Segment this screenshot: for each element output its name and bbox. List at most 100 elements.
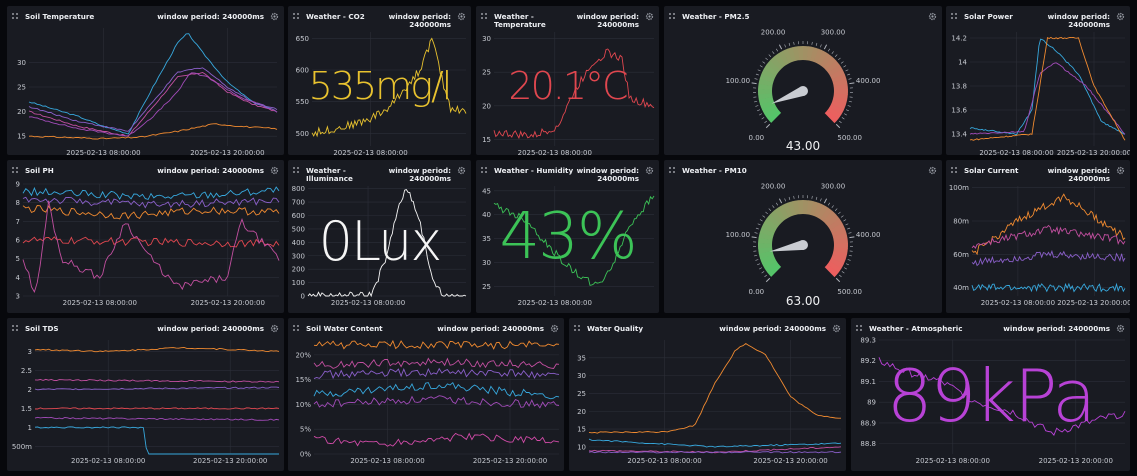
panel-water-quality[interactable]: Water Quality window period: 240000ms 10… (569, 318, 846, 471)
gear-icon[interactable] (550, 324, 559, 333)
gauge-tick (772, 205, 775, 209)
gauge-band (782, 48, 793, 64)
panel-header[interactable]: Soil Temperature window period: 240000ms (7, 6, 284, 28)
drag-handle-icon[interactable] (856, 325, 864, 333)
gauge-tick (823, 198, 828, 204)
drag-handle-icon[interactable] (574, 325, 582, 333)
panel-title: Weather - PM10 (682, 166, 747, 175)
gear-icon[interactable] (645, 12, 654, 21)
panel-weather-temperature[interactable]: Weather - Temperature window period: 24000… (476, 6, 659, 155)
y-tick-label: 15 (17, 133, 26, 141)
y-tick-label: 25 (17, 84, 26, 92)
drag-handle-icon[interactable] (293, 13, 301, 21)
panel-weather-co2[interactable]: Weather - CO2 window period: 240000ms 500… (288, 6, 471, 155)
gauge-band (759, 227, 775, 237)
line-chart: 0% 5% 10% 15% 20% 2025-02-13 08:00:00 2025-02-… (295, 339, 560, 465)
y-tick-label: 20% (295, 351, 311, 359)
panel-header[interactable]: Soil Water Content window period: 240000… (288, 318, 564, 340)
gauge-tick (754, 78, 758, 80)
gauge-band (816, 50, 829, 66)
drag-handle-icon[interactable] (481, 167, 489, 175)
y-tick-label: 40 (482, 211, 491, 219)
gear-icon[interactable] (1116, 166, 1125, 175)
gauge-band (758, 232, 774, 241)
drag-handle-icon[interactable] (951, 167, 959, 175)
gauge-needle (771, 86, 805, 104)
gear-icon[interactable] (270, 12, 279, 21)
y-tick-label: 7 (16, 218, 20, 226)
window-line-1: window period: (576, 166, 639, 175)
gauge-tick (757, 223, 761, 226)
panel-header[interactable]: Soil TDS window period: 240000ms (7, 318, 284, 340)
gear-icon[interactable] (645, 166, 654, 175)
panel-soil-ph[interactable]: Soil PH window period: 240000ms 3 4 5 6 7 8 9 2… (7, 160, 284, 313)
drag-handle-icon[interactable] (951, 13, 959, 21)
x-tick-label: 2025-02-13 08:00:00 (66, 149, 140, 155)
gear-icon[interactable] (457, 166, 466, 175)
panel-solar-power[interactable]: Solar Power window period: 240000ms 13.4 1… (946, 6, 1130, 155)
x-tick-label: 2025-02-13 08:00:00 (518, 299, 592, 307)
panel-weather-pm10[interactable]: Weather - PM10 0.00 100.00 200.00 300.00 400… (664, 160, 942, 313)
window-line-2: 240000ms (1068, 20, 1110, 29)
panel-header[interactable]: Weather - Temperature window period: 24000… (476, 6, 659, 29)
gear-icon[interactable] (270, 324, 279, 333)
drag-handle-icon[interactable] (481, 13, 489, 21)
gauge-tick (764, 120, 767, 124)
gauge-label: 100.00 (726, 231, 751, 239)
gauge-label: 400.00 (856, 77, 881, 85)
panel-header[interactable]: Water Quality window period: 240000ms (569, 318, 846, 340)
panel-title: Weather - PM2.5 (682, 12, 750, 21)
gauge-tick (811, 41, 813, 45)
series-line (588, 342, 841, 434)
y-tick-label: 14 (958, 59, 967, 67)
drag-handle-icon[interactable] (12, 13, 20, 21)
series-line (313, 367, 560, 380)
gauge-band (828, 64, 843, 77)
series-line (588, 438, 842, 448)
panel-soil-tds[interactable]: Soil TDS window period: 240000ms 500m 1 1.… (7, 318, 284, 471)
panel-header[interactable]: Weather - Illuminance window period: 24000… (288, 160, 471, 183)
gauge: 0.00 100.00 200.00 300.00 400.00 500.00 (726, 29, 881, 142)
drag-handle-icon[interactable] (669, 167, 677, 175)
panel-weather-atmospheric[interactable]: Weather - Atmospheric window period: 240… (851, 318, 1130, 471)
panel-header[interactable]: Weather - Humidity window period: 240000m… (476, 160, 659, 183)
panel-soil-temperature[interactable]: Soil Temperature window period: 240000ms… (7, 6, 284, 155)
gear-icon[interactable] (270, 166, 279, 175)
series-line (34, 378, 280, 383)
gauge-tick (840, 61, 844, 64)
gauge-tick (765, 211, 768, 215)
series-line (34, 347, 280, 353)
panel-soil-water-content[interactable]: Soil Water Content window period: 240000… (288, 318, 564, 471)
gear-icon[interactable] (1116, 12, 1125, 21)
gear-icon[interactable] (928, 166, 937, 175)
y-tick-label: 800 (292, 185, 305, 193)
drag-handle-icon[interactable] (669, 13, 677, 21)
drag-handle-icon[interactable] (12, 325, 20, 333)
gear-icon[interactable] (1116, 324, 1125, 333)
panel-weather-humidity[interactable]: Weather - Humidity window period: 240000m… (476, 160, 659, 313)
panel-header[interactable]: Solar Power window period: 240000ms (946, 6, 1130, 29)
panel-header[interactable]: Weather - PM2.5 (664, 6, 942, 28)
window-period-label: window period: 240000ms (389, 13, 451, 29)
series-line (307, 188, 467, 298)
gear-icon[interactable] (457, 12, 466, 21)
gear-icon[interactable] (928, 12, 937, 21)
panel-weather-illuminance[interactable]: Weather - Illuminance window period: 24000… (288, 160, 471, 313)
line-chart: 500m 1 1.5 2 2.5 3 2025-02-13 08:00:00 2025-02-… (12, 340, 280, 465)
panel-header[interactable]: Weather - CO2 window period: 240000ms (288, 6, 471, 29)
drag-handle-icon[interactable] (293, 167, 301, 175)
panel-header[interactable]: Weather - PM10 (664, 160, 942, 182)
panel-solar-current[interactable]: Solar Current window period: 240000ms 40m… (946, 160, 1130, 313)
panel-weather-pm25[interactable]: Weather - PM2.5 0.00 100.00 200.00 300.00 40… (664, 6, 942, 155)
gauge-tick (757, 69, 761, 72)
gear-icon[interactable] (832, 324, 841, 333)
panel-header[interactable]: Solar Current window period: 240000ms (946, 160, 1130, 183)
x-tick-label: 2025-02-13 08:00:00 (981, 299, 1055, 307)
gauge-label: 0.00 (749, 288, 765, 296)
drag-handle-icon[interactable] (293, 325, 301, 333)
drag-handle-icon[interactable] (12, 167, 20, 175)
panel-header[interactable]: Soil PH window period: 240000ms (7, 160, 284, 182)
line-chart: 88.8 88.9 89 89.1 89.2 89.3 2025-02-13 08:00:0… (860, 337, 1126, 465)
panel-header[interactable]: Weather - Atmospheric window period: 240… (851, 318, 1130, 340)
gauge-tick (756, 263, 760, 266)
